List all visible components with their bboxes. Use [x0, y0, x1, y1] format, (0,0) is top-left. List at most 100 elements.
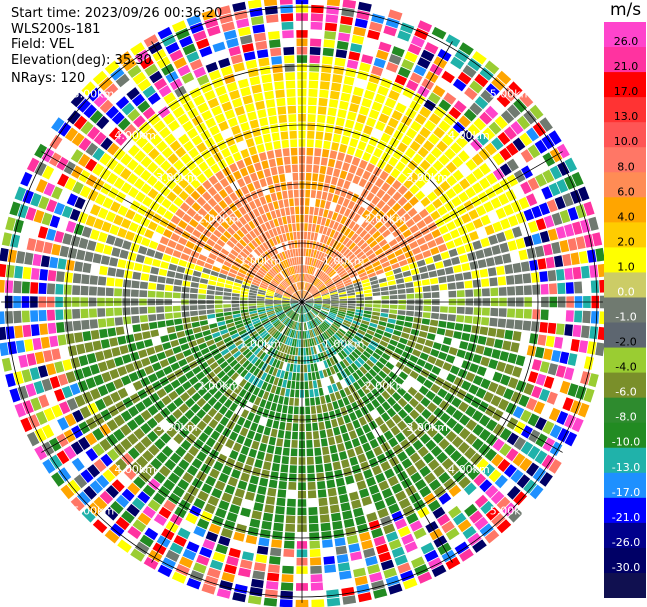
velocity-gate — [283, 279, 290, 287]
velocity-gate — [110, 523, 125, 537]
velocity-gate — [345, 315, 354, 320]
velocity-gate — [218, 394, 228, 405]
velocity-gate — [418, 208, 429, 219]
velocity-gate — [156, 140, 168, 153]
velocity-gate — [401, 244, 411, 253]
velocity-gate — [284, 431, 292, 440]
velocity-gate — [190, 190, 201, 201]
velocity-gate — [361, 199, 370, 209]
velocity-gate — [1, 232, 12, 247]
velocity-gate — [317, 326, 323, 334]
velocity-gate — [543, 243, 553, 256]
velocity-gate — [485, 507, 500, 521]
velocity-gate — [307, 274, 310, 282]
velocity-gate — [432, 342, 442, 350]
velocity-gate — [439, 412, 451, 424]
velocity-gate — [423, 492, 436, 505]
velocity-gate — [304, 282, 307, 290]
velocity-gate — [262, 204, 270, 213]
velocity-gate — [238, 388, 247, 398]
velocity-gate — [329, 202, 337, 211]
velocity-gate — [312, 337, 317, 346]
velocity-gate — [305, 297, 313, 301]
velocity-gate — [126, 173, 139, 185]
velocity-gate — [420, 196, 431, 207]
velocity-gate — [299, 282, 301, 290]
velocity-gate — [383, 430, 394, 441]
velocity-gate — [253, 562, 267, 572]
velocity-gate — [492, 152, 505, 166]
velocity-gate — [159, 126, 171, 139]
velocity-gate — [308, 507, 318, 516]
velocity-gate — [458, 93, 473, 107]
velocity-gate — [242, 335, 251, 342]
velocity-gate — [288, 114, 297, 123]
velocity-gate — [219, 416, 230, 427]
velocity-gate — [279, 271, 286, 279]
velocity-sectors — [0, 0, 608, 607]
velocity-gate — [220, 220, 230, 230]
velocity-gate — [321, 333, 328, 341]
velocity-gate — [291, 338, 295, 347]
velocity-gate — [415, 178, 426, 189]
velocity-gate — [250, 578, 264, 589]
velocity-gate — [332, 374, 340, 383]
velocity-gate — [427, 402, 438, 413]
velocity-gate — [326, 329, 333, 337]
velocity-gate — [419, 159, 431, 171]
velocity-gate — [258, 287, 267, 292]
velocity-gate — [464, 87, 478, 101]
velocity-gate — [134, 49, 150, 63]
velocity-gate — [290, 300, 298, 302]
velocity-gate — [387, 344, 396, 352]
velocity-gate — [51, 117, 65, 132]
velocity-gate — [64, 413, 77, 427]
velocity-gate — [364, 333, 373, 340]
velocity-gate — [574, 281, 583, 294]
colorbar-swatch — [604, 272, 646, 298]
velocity-gate — [395, 102, 407, 114]
velocity-gate — [479, 523, 494, 537]
velocity-gate — [209, 559, 224, 571]
velocity-gate — [465, 186, 477, 199]
velocity-gate — [160, 261, 170, 269]
velocity-gate — [396, 207, 407, 218]
velocity-gate — [273, 140, 281, 150]
velocity-gate — [499, 147, 512, 161]
velocity-gate — [416, 358, 426, 367]
velocity-gate — [323, 556, 335, 565]
velocity-gate — [249, 230, 257, 239]
velocity-gate — [303, 356, 307, 364]
velocity-gate — [351, 245, 359, 253]
velocity-gate — [312, 173, 319, 182]
velocity-gate — [190, 415, 201, 426]
velocity-gate — [514, 274, 523, 285]
velocity-gate — [305, 302, 314, 305]
velocity-gate — [526, 193, 538, 207]
velocity-gate — [129, 129, 143, 143]
velocity-gate — [294, 240, 298, 248]
velocity-gate — [229, 329, 238, 336]
velocity-gate — [286, 310, 293, 316]
velocity-gate — [327, 436, 336, 446]
velocity-gate — [257, 305, 265, 308]
velocity-gate — [259, 529, 271, 539]
velocity-gate — [554, 394, 566, 408]
velocity-gate — [82, 262, 92, 273]
velocity-gate — [319, 81, 330, 90]
velocity-gate — [469, 80, 483, 94]
velocity-gate — [107, 327, 117, 337]
velocity-gate — [438, 225, 449, 235]
velocity-gate — [479, 67, 494, 81]
velocity-gate — [21, 221, 32, 235]
velocity-gate — [232, 289, 241, 294]
velocity-gate — [537, 258, 547, 270]
velocity-gate — [388, 224, 398, 233]
velocity-gate — [347, 365, 355, 374]
velocity-gate — [131, 315, 140, 324]
velocity-gate — [351, 323, 360, 329]
velocity-gate — [289, 363, 294, 372]
velocity-gate — [237, 140, 247, 151]
velocity-gate — [434, 358, 445, 368]
velocity-gate — [305, 303, 314, 306]
